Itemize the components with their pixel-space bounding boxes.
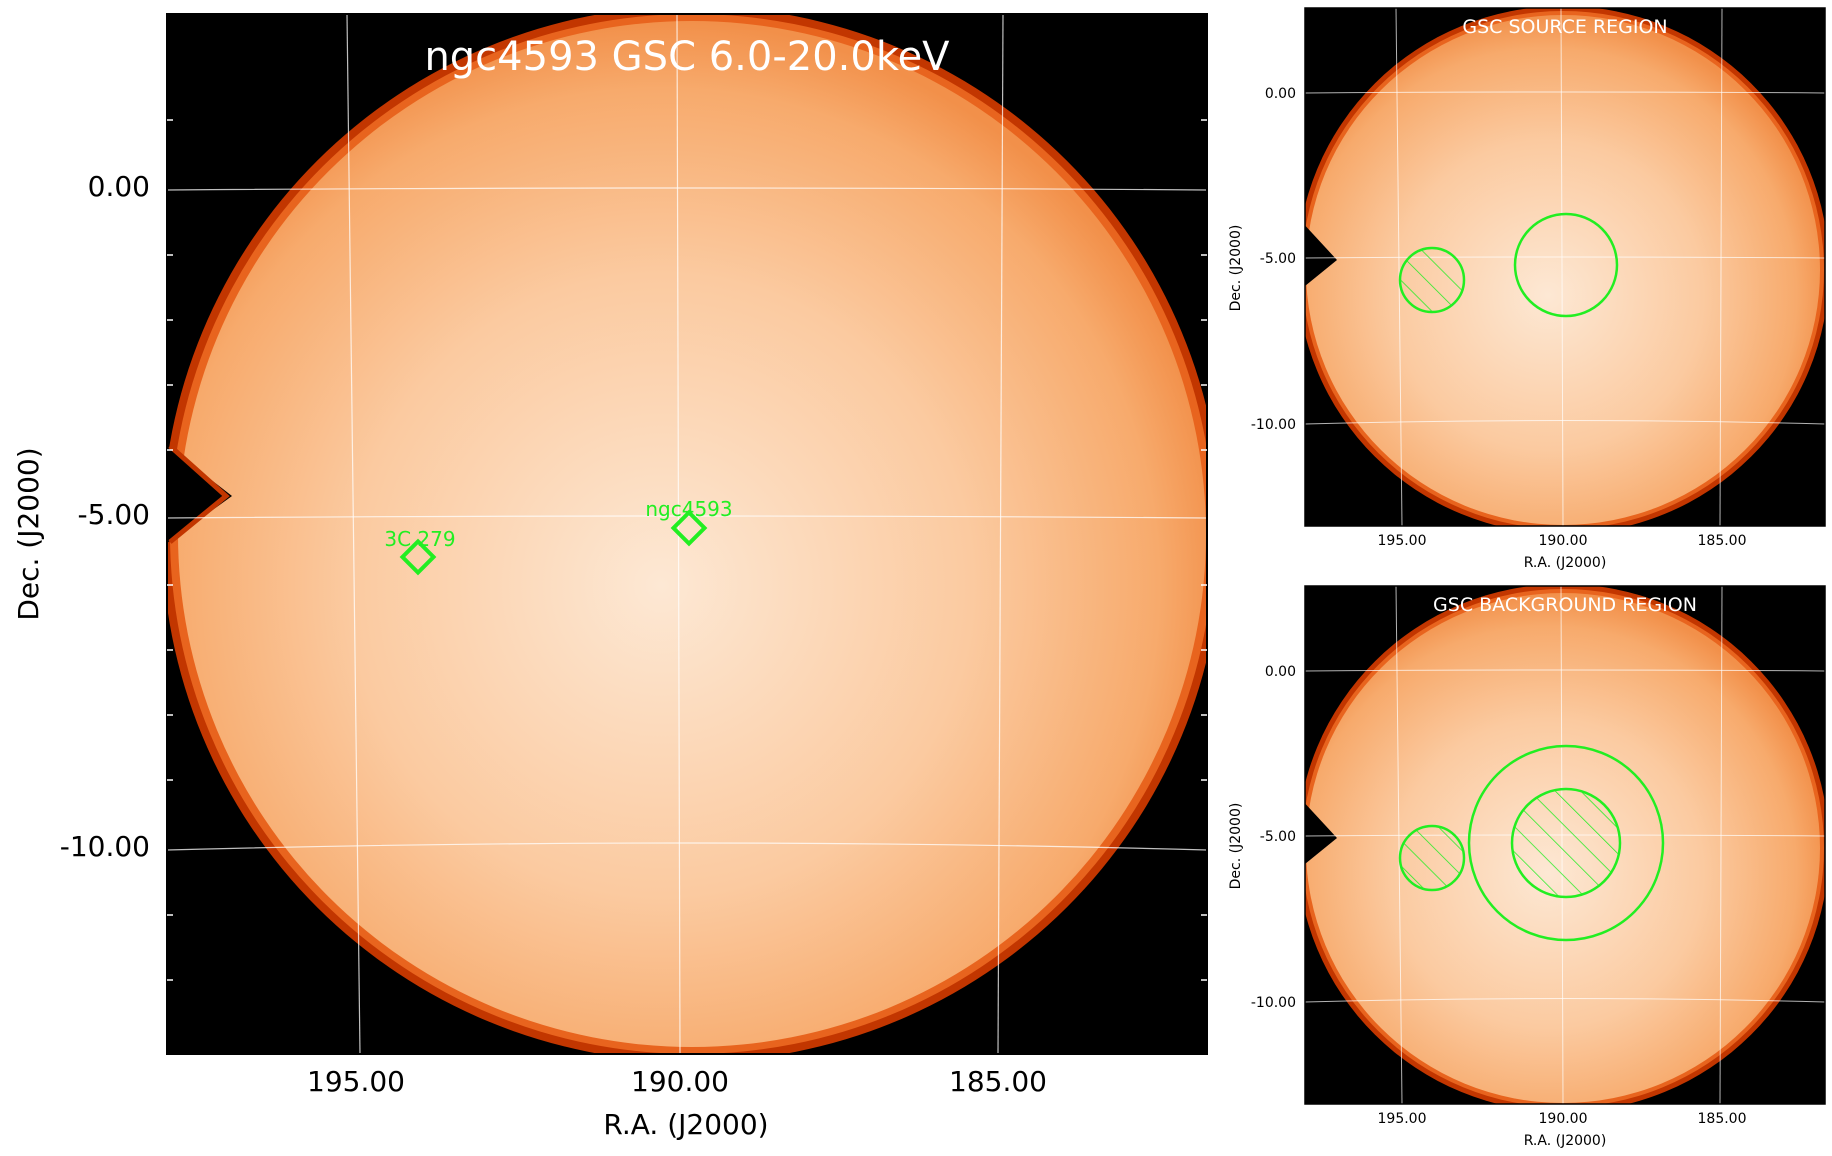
source-y-tick-label: -5.00 xyxy=(1260,251,1296,267)
source-panel-disk xyxy=(1306,15,1820,525)
background-panel-grid xyxy=(1305,586,1825,1104)
main-image-frame xyxy=(166,13,1208,1055)
background-region-panel: GSC BACKGROUND REGION 0.00 -5.00 -10.00 … xyxy=(1228,585,1826,1149)
background-x-tick-label: 195.00 xyxy=(1378,1111,1427,1127)
source-marker-ngc4593[interactable]: ngc4593 xyxy=(645,497,733,547)
source-x-tick-label: 185.00 xyxy=(1698,533,1747,549)
source-extraction-circle[interactable] xyxy=(1513,212,1619,318)
source-x-tick-label: 190.00 xyxy=(1539,533,1588,549)
background-y-tick-label: 0.00 xyxy=(1265,664,1296,680)
diamond-marker-icon xyxy=(670,509,708,547)
background-y-tick-label: -5.00 xyxy=(1260,829,1296,845)
source-marker-3c279[interactable]: 3C 279 xyxy=(384,527,456,576)
background-annulus-inner-excluded-circle[interactable] xyxy=(1510,787,1622,899)
source-y-tick-label: 0.00 xyxy=(1265,86,1296,102)
background-x-tick-label: 190.00 xyxy=(1539,1111,1588,1127)
source-label: ngc4593 xyxy=(645,497,732,521)
source-panel-excluded-3c279-region[interactable] xyxy=(1398,246,1466,314)
background-x-tick-label: 185.00 xyxy=(1698,1111,1747,1127)
background-y-axis-label: Dec. (J2000) xyxy=(1228,803,1244,890)
source-x-tick-label: 195.00 xyxy=(1378,533,1427,549)
source-label: 3C 279 xyxy=(384,527,455,551)
background-y-tick-label: -10.00 xyxy=(1251,995,1296,1011)
background-panel-title: GSC BACKGROUND REGION xyxy=(1433,594,1697,616)
main-detector-disk xyxy=(178,21,1206,1047)
source-y-axis-label: Dec. (J2000) xyxy=(1228,225,1244,312)
main-panel-title: ngc4593 GSC 6.0-20.0keV xyxy=(424,34,950,80)
main-y-tick-label: -10.00 xyxy=(60,830,150,863)
background-x-axis-label: R.A. (J2000) xyxy=(1524,1133,1607,1149)
main-panel: 3C 279 ngc4593 ngc4593 GSC 6.0-20.0keV 0… xyxy=(12,13,1208,1141)
background-annulus-outer-circle[interactable] xyxy=(1467,744,1665,942)
main-y-tick-label: 0.00 xyxy=(88,170,150,203)
main-x-axis-label: R.A. (J2000) xyxy=(603,1108,768,1141)
source-x-axis-label: R.A. (J2000) xyxy=(1524,555,1607,571)
main-x-tick-label: 185.00 xyxy=(949,1065,1047,1098)
source-y-tick-label: -10.00 xyxy=(1251,417,1296,433)
main-y-axis-label: Dec. (J2000) xyxy=(12,447,45,620)
source-region-panel: GSC SOURCE REGION 0.00 -5.00 -10.00 195.… xyxy=(1228,7,1826,571)
source-panel-title: GSC SOURCE REGION xyxy=(1462,16,1667,38)
source-panel-grid xyxy=(1305,8,1825,526)
diamond-marker-icon xyxy=(399,538,437,576)
main-x-tick-label: 190.00 xyxy=(631,1065,729,1098)
main-x-tick-label: 195.00 xyxy=(307,1065,405,1098)
main-y-tick-label: -5.00 xyxy=(78,498,150,531)
main-disk-notch xyxy=(167,445,232,543)
background-panel-excluded-3c279-region[interactable] xyxy=(1398,824,1466,892)
